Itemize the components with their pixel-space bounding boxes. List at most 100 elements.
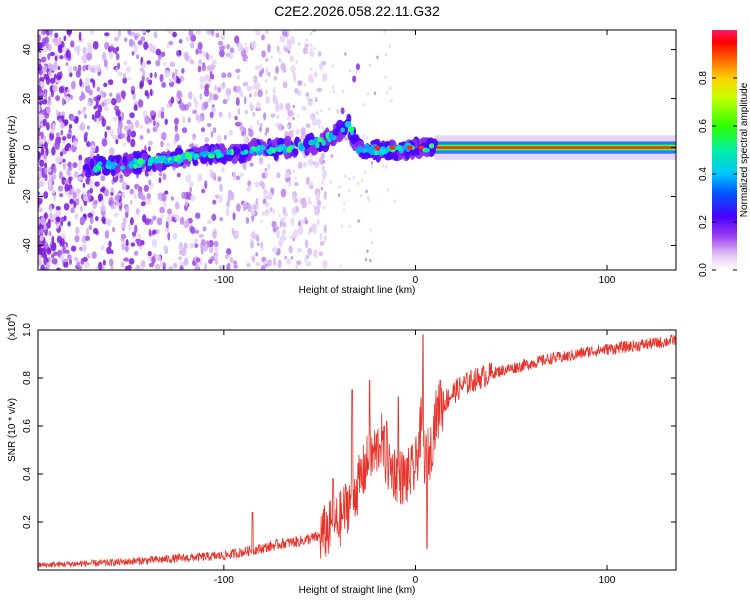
- noise-blob: [205, 52, 209, 60]
- noise-blob: [164, 225, 170, 233]
- noise-blob: [278, 57, 282, 64]
- noise-blob: [352, 176, 355, 180]
- noise-blob: [295, 264, 298, 269]
- noise-blob: [42, 92, 48, 98]
- noise-blob: [362, 102, 365, 107]
- ridge-halo: [89, 158, 95, 170]
- noise-blob: [281, 125, 285, 130]
- noise-blob: [43, 212, 48, 220]
- noise-blob: [259, 64, 262, 68]
- noise-blob: [129, 188, 135, 195]
- noise-blob: [314, 161, 320, 169]
- noise-blob: [138, 99, 144, 108]
- noise-blob: [130, 130, 137, 138]
- noise-blob: [73, 257, 79, 262]
- noise-blob: [92, 41, 99, 50]
- noise-blob: [161, 192, 166, 201]
- noise-blob: [53, 60, 58, 70]
- noise-blob: [38, 259, 42, 267]
- noise-blob: [243, 134, 247, 144]
- noise-blob: [98, 193, 104, 202]
- noise-blob: [93, 105, 97, 110]
- noise-blob: [43, 154, 47, 159]
- noise-blob: [57, 65, 61, 71]
- noise-blob: [82, 169, 85, 179]
- noise-blob: [174, 123, 178, 132]
- noise-blob: [133, 104, 138, 111]
- noise-blob: [165, 220, 169, 229]
- noise-blob: [330, 154, 334, 158]
- noise-blob: [127, 264, 132, 270]
- noise-blob: [276, 121, 279, 126]
- noise-blob: [44, 141, 48, 150]
- noise-blob: [269, 207, 273, 212]
- noise-blob: [361, 178, 364, 183]
- noise-blob: [278, 213, 281, 218]
- noise-blob: [189, 186, 193, 193]
- noise-blob: [273, 95, 278, 105]
- noise-blob: [371, 165, 374, 169]
- noise-blob: [41, 99, 48, 105]
- ridge-halo: [233, 147, 241, 156]
- noise-blob: [48, 30, 53, 36]
- noise-blob: [194, 243, 199, 248]
- noise-blob: [38, 30, 41, 36]
- noise-blob: [64, 145, 69, 152]
- noise-blob: [75, 69, 81, 78]
- noise-blob: [72, 191, 77, 199]
- noise-blob: [321, 165, 326, 172]
- noise-blob: [123, 61, 128, 66]
- noise-blob: [51, 187, 56, 194]
- noise-blob: [139, 267, 145, 270]
- noise-blob: [276, 226, 279, 230]
- noise-blob: [289, 235, 292, 240]
- noise-blob: [62, 161, 67, 171]
- noise-blob: [110, 187, 115, 193]
- noise-blob: [251, 213, 255, 222]
- noise-blob: [79, 95, 84, 102]
- noise-blob: [76, 261, 81, 268]
- noise-blob: [89, 30, 94, 36]
- noise-blob: [281, 229, 287, 235]
- ridge-core: [423, 148, 430, 153]
- noise-blob: [54, 41, 60, 47]
- noise-blob: [128, 76, 131, 81]
- noise-blob: [256, 119, 260, 126]
- noise-blob: [195, 48, 199, 55]
- noise-blob: [131, 51, 135, 56]
- ridge-core: [286, 146, 293, 153]
- noise-blob: [204, 137, 210, 143]
- noise-blob: [123, 142, 126, 147]
- noise-blob: [184, 201, 189, 207]
- noise-blob: [237, 108, 241, 115]
- noise-blob: [50, 242, 57, 252]
- noise-blob: [309, 226, 312, 233]
- noise-blob: [225, 52, 231, 57]
- noise-blob: [87, 142, 91, 147]
- ridge-core: [207, 153, 215, 159]
- noise-blob: [46, 99, 52, 106]
- noise-blob: [209, 64, 215, 71]
- noise-blob: [140, 260, 146, 268]
- noise-blob: [309, 50, 315, 58]
- noise-blob: [185, 36, 191, 42]
- noise-blob: [214, 194, 220, 199]
- noise-blob: [40, 147, 45, 156]
- noise-blob: [44, 241, 49, 250]
- snr-series-line: [38, 333, 676, 569]
- noise-blob: [348, 224, 351, 229]
- noise-blob: [264, 263, 268, 268]
- noise-blob: [126, 128, 132, 138]
- noise-blob: [44, 162, 48, 170]
- noise-blob: [48, 44, 52, 52]
- noise-blob: [40, 131, 44, 140]
- ridge-core: [373, 150, 379, 156]
- ridge-core: [369, 149, 375, 155]
- noise-blob: [284, 130, 289, 138]
- noise-blob: [196, 257, 201, 263]
- snr-scale-exponent: 4: [6, 317, 13, 321]
- noise-blob: [276, 114, 280, 120]
- noise-blob: [383, 30, 386, 34]
- noise-blob: [297, 90, 302, 97]
- noise-blob: [202, 243, 209, 252]
